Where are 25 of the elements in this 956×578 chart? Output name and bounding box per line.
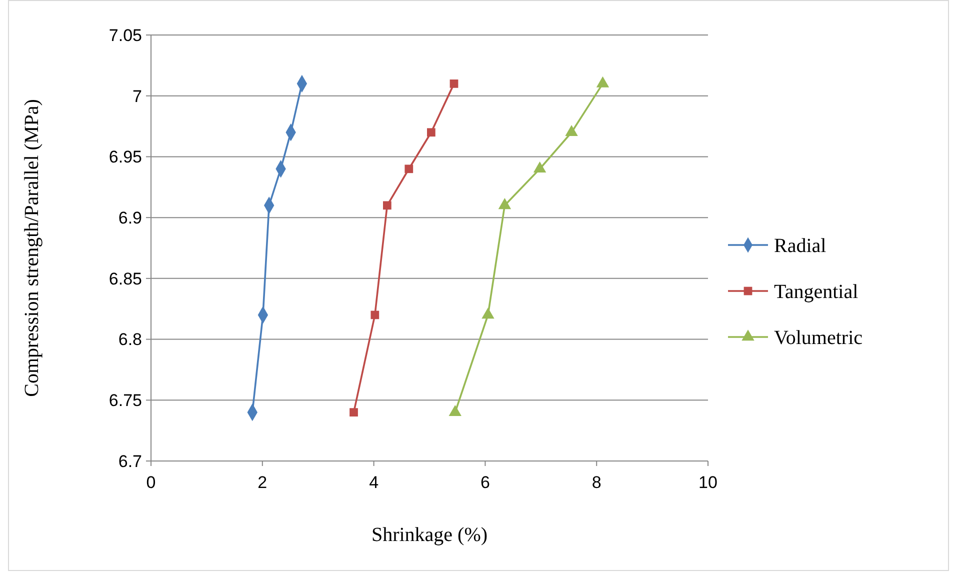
point xyxy=(370,310,380,320)
legend-label: Tangential xyxy=(774,281,859,303)
x-tick-label: 6 xyxy=(480,473,490,492)
y-tick-label: 6.8 xyxy=(118,330,142,350)
y-tick-label: 6.9 xyxy=(118,208,142,228)
y-tick-label: 7.05 xyxy=(108,26,142,45)
point xyxy=(426,128,436,137)
point xyxy=(450,80,458,88)
legend-label: Volumetric xyxy=(774,327,863,349)
y-tick-label: 6.85 xyxy=(108,269,142,288)
x-tick-label: 8 xyxy=(592,473,602,492)
x-tick-label: 0 xyxy=(146,473,156,492)
x-axis-title: Shrinkage (%) xyxy=(371,524,488,546)
y-tick-label: 6.75 xyxy=(108,391,142,410)
point xyxy=(350,408,358,416)
point xyxy=(382,201,392,210)
y-tick-label: 6.7 xyxy=(118,452,142,471)
y-tick-label: 6.95 xyxy=(108,148,142,167)
point xyxy=(404,164,414,174)
x-tick-label: 2 xyxy=(258,473,268,492)
x-tick-label: 4 xyxy=(369,473,379,492)
y-axis-title: Compression strength/Parallel (MPa) xyxy=(21,99,43,397)
y-tick-label: 7 xyxy=(132,86,142,106)
x-tick-label: 10 xyxy=(698,473,718,492)
legend-label: Radial xyxy=(774,235,827,257)
